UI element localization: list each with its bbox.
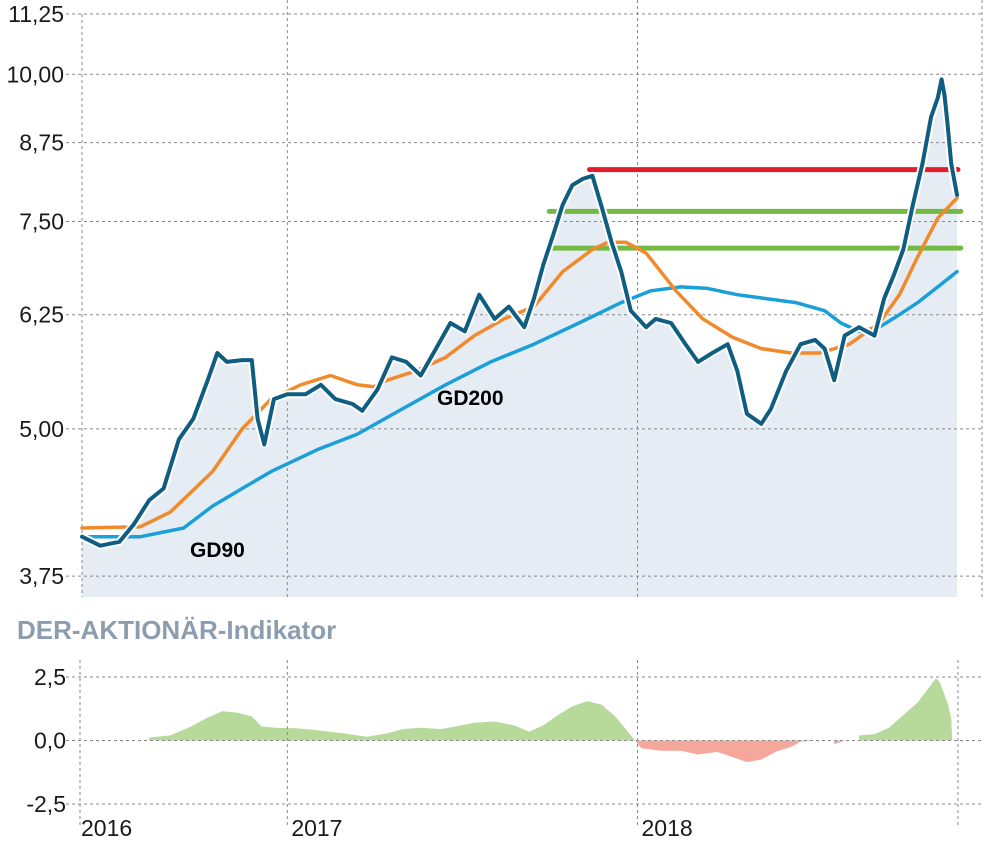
indicator-grid [66,660,982,826]
y-tick-label: 5,00 [19,416,64,442]
x-tick-label: 2018 [642,815,693,841]
indicator-y-axis-labels: 2,5 0,0 -2,5 [26,664,66,817]
gd200-series-label: GD200 [437,387,504,410]
price-line [80,77,959,548]
y-tick-label: 10,00 [6,61,64,87]
price-chart-panel: 3,75 5,00 6,25 7,50 8,75 10,00 11,25 GD200 GD9… [6,0,983,597]
y-tick-label: 6,25 [19,302,64,328]
price-area [82,79,957,597]
indicator-positive-area [859,678,953,741]
price-area-fill [82,79,957,597]
indicator-area [149,678,953,763]
indicator-title: DER-AKTIONÄR-Indikator [17,615,336,645]
y-tick-label: 8,75 [19,130,64,156]
price-chart-grid [66,0,983,597]
indicator-y-tick-label: 0,0 [34,728,66,754]
indicator-y-tick-label: 2,5 [34,664,66,690]
support-resistance-lines [546,167,964,251]
y-tick-label: 11,25 [8,1,64,27]
y-tick-label: 3,75 [19,563,64,589]
indicator-y-tick-label: -2,5 [26,791,66,817]
indicator-x-axis-labels: 2016 2017 2018 [81,815,693,841]
indicator-negative-area [834,740,845,745]
indicator-positive-area [149,701,635,741]
y-tick-label: 7,50 [19,208,64,234]
x-tick-label: 2017 [291,815,342,841]
price-chart-series [80,75,961,550]
x-tick-label: 2016 [81,815,132,841]
indicator-negative-area [635,740,815,763]
indicator-chart-panel: 2,5 0,0 -2,5 2016 2017 2018 [26,660,982,841]
price-y-axis-labels: 3,75 5,00 6,25 7,50 8,75 10,00 11,25 [6,1,64,589]
gd90-series-label: GD90 [190,539,245,562]
